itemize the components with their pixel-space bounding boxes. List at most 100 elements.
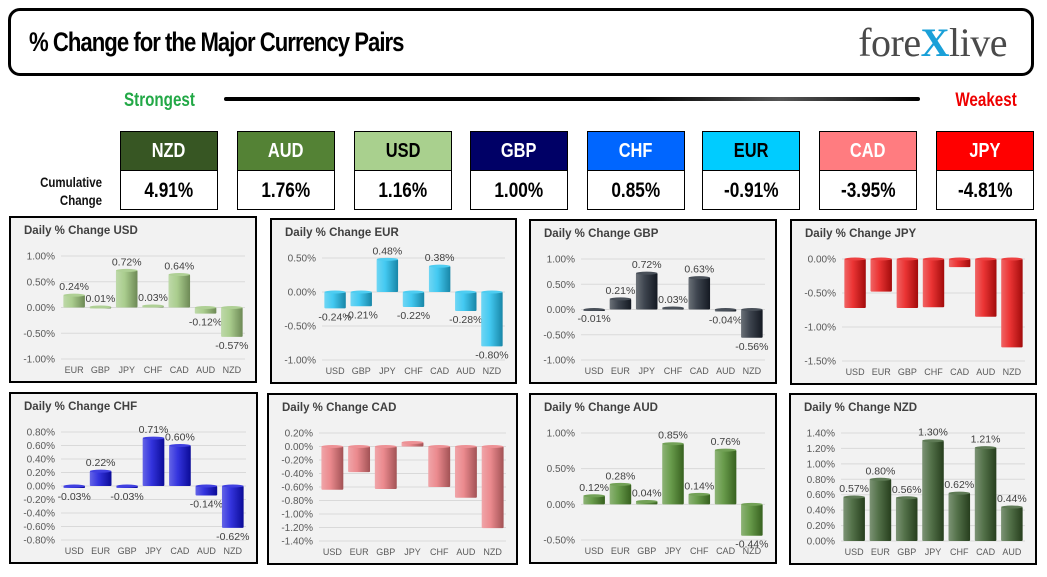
svg-text:0.20%: 0.20% xyxy=(285,429,313,440)
cumulative-value: 1.16% xyxy=(355,171,451,211)
svg-text:AUD: AUD xyxy=(197,546,217,556)
svg-text:1.40%: 1.40% xyxy=(807,429,835,440)
currency-box-eur: EUR -0.91% xyxy=(702,131,800,210)
svg-text:-1.00%: -1.00% xyxy=(804,323,836,334)
svg-text:-0.04%: -0.04% xyxy=(709,315,742,327)
logo-text-left: fore xyxy=(858,20,921,65)
svg-text:-0.14%: -0.14% xyxy=(190,498,223,510)
currency-header: CHF xyxy=(588,132,684,171)
bar-chart: 1.00% 0.50% 0.00% -0.50% -1.00% EUR 0.24% GBP 0.… xyxy=(23,252,248,376)
bar-chart: 0.50% 0.00% -0.50% -1.00% USD -0.24% GBP -0.21%… xyxy=(284,245,508,376)
svg-text:-0.44%: -0.44% xyxy=(735,539,768,551)
page-title: % Change for the Major Currency Pairs xyxy=(29,27,405,57)
svg-text:0.03%: 0.03% xyxy=(658,294,688,306)
svg-text:-0.03%: -0.03% xyxy=(110,491,143,503)
svg-text:CHF: CHF xyxy=(690,546,709,556)
cumulative-value-text: -3.95% xyxy=(840,179,896,202)
svg-text:USD: USD xyxy=(585,366,605,376)
currency-box-chf: CHF 0.85% xyxy=(587,131,685,210)
svg-text:EUR: EUR xyxy=(611,366,631,376)
currency-header: NZD xyxy=(121,132,217,171)
svg-text:CAD: CAD xyxy=(170,546,190,556)
svg-text:0.00%: 0.00% xyxy=(27,482,55,493)
svg-text:-1.00%: -1.00% xyxy=(23,355,55,366)
cumulative-value-text: 1.16% xyxy=(378,179,428,202)
svg-text:0.24%: 0.24% xyxy=(59,281,89,293)
svg-text:-0.40%: -0.40% xyxy=(281,469,313,480)
currency-header: AUD xyxy=(238,132,334,171)
svg-text:0.50%: 0.50% xyxy=(547,280,575,291)
currency-box-jpy: JPY -4.81% xyxy=(936,131,1034,210)
chart-panel-gbp: Daily % Change GBP 1.00% 0.50% 0.00% -0.50%… xyxy=(529,219,777,384)
svg-text:0.63%: 0.63% xyxy=(684,264,714,276)
svg-text:USD: USD xyxy=(845,547,865,557)
svg-text:-0.80%: -0.80% xyxy=(475,349,508,361)
cumulative-value: -3.95% xyxy=(820,171,916,211)
svg-text:CHF: CHF xyxy=(404,366,423,376)
svg-text:1.30%: 1.30% xyxy=(918,427,948,439)
svg-text:JPY: JPY xyxy=(404,547,421,557)
strength-scale-line xyxy=(224,97,920,101)
bar-chart: 0.20% 0.00% -0.20% -0.40% -0.60% -0.80% -1.00%… xyxy=(281,429,506,557)
svg-text:CAD: CAD xyxy=(170,365,190,375)
svg-text:JPY: JPY xyxy=(665,546,682,556)
svg-text:AUD: AUD xyxy=(716,366,736,376)
svg-text:1.20%: 1.20% xyxy=(807,444,835,455)
svg-text:-1.00%: -1.00% xyxy=(284,356,316,367)
svg-text:0.62%: 0.62% xyxy=(944,479,974,491)
forexlive-logo: foreXlive xyxy=(858,19,1007,66)
svg-text:0.00%: 0.00% xyxy=(27,303,55,314)
cumulative-value: -0.91% xyxy=(703,171,799,211)
svg-text:CHF: CHF xyxy=(144,365,163,375)
svg-text:-0.56%: -0.56% xyxy=(735,341,768,353)
bar-chart: 1.40% 1.20% 1.00% 0.80% 0.60% 0.40% 0.20% 0.00%… xyxy=(807,427,1027,557)
currency-code: GBP xyxy=(501,139,537,162)
cumulative-value-text: -0.91% xyxy=(723,179,779,202)
svg-text:0.20%: 0.20% xyxy=(27,468,55,479)
svg-text:-0.50%: -0.50% xyxy=(284,322,316,333)
chart-title: Daily % Change GBP xyxy=(544,228,659,240)
svg-text:GBP: GBP xyxy=(637,546,656,556)
svg-text:JPY: JPY xyxy=(638,366,655,376)
currency-box-usd: USD 1.16% xyxy=(354,131,452,210)
svg-text:-0.28%: -0.28% xyxy=(449,314,482,326)
svg-text:GBP: GBP xyxy=(118,546,137,556)
svg-text:0.22%: 0.22% xyxy=(86,457,116,469)
currency-code: JPY xyxy=(969,139,1001,162)
currency-box-cad: CAD -3.95% xyxy=(819,131,917,210)
svg-text:-0.03%: -0.03% xyxy=(58,491,91,503)
svg-text:EUR: EUR xyxy=(872,367,892,377)
currency-code: CAD xyxy=(850,139,886,162)
svg-text:-0.60%: -0.60% xyxy=(23,522,55,533)
svg-text:0.60%: 0.60% xyxy=(807,490,835,501)
svg-text:0.60%: 0.60% xyxy=(165,432,195,444)
chart-panel-aud: Daily % Change AUD 1.00% 0.50% 0.00% -0.50%… xyxy=(529,393,777,564)
chart-panel-eur: Daily % Change EUR 0.50% 0.00% -0.50% -1.00… xyxy=(270,218,517,384)
svg-text:1.00%: 1.00% xyxy=(547,429,575,440)
svg-text:NZD: NZD xyxy=(483,366,502,376)
svg-text:-0.80%: -0.80% xyxy=(23,536,55,547)
svg-text:USD: USD xyxy=(323,547,343,557)
cumulative-value-text: 0.85% xyxy=(611,179,661,202)
svg-text:JPY: JPY xyxy=(118,365,135,375)
svg-text:-0.57%: -0.57% xyxy=(215,340,248,352)
svg-text:1.21%: 1.21% xyxy=(971,434,1001,446)
chart-title: Daily % Change USD xyxy=(24,225,138,237)
svg-text:0.57%: 0.57% xyxy=(839,483,869,495)
svg-text:0.64%: 0.64% xyxy=(164,261,194,273)
svg-text:USD: USD xyxy=(846,367,866,377)
svg-text:GBP: GBP xyxy=(376,547,395,557)
svg-text:-1.00%: -1.00% xyxy=(543,356,575,367)
chart-panel-cad: Daily % Change CAD 0.20% 0.00% -0.20% -0.40… xyxy=(267,393,518,565)
svg-text:-0.50%: -0.50% xyxy=(543,536,575,547)
svg-text:0.20%: 0.20% xyxy=(807,521,835,532)
logo-x-arrow-icon: X xyxy=(920,20,950,65)
chart-title: Daily % Change AUD xyxy=(544,402,658,414)
svg-text:0.85%: 0.85% xyxy=(658,430,688,442)
svg-text:EUR: EUR xyxy=(65,365,85,375)
svg-text:0.00%: 0.00% xyxy=(547,305,575,316)
svg-text:-1.20%: -1.20% xyxy=(281,523,313,534)
svg-text:-0.22%: -0.22% xyxy=(397,310,430,322)
cumulative-value: 0.85% xyxy=(588,171,684,211)
chart-title: Daily % Change NZD xyxy=(804,402,918,414)
